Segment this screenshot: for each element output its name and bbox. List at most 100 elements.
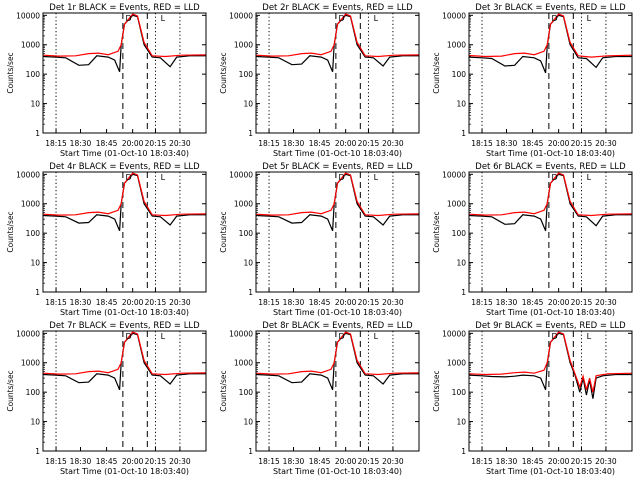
x-tick-label: 18:15	[471, 139, 493, 148]
series-lld-line	[468, 172, 633, 217]
series-lld-line	[255, 331, 420, 376]
x-axis-label: Start Time (01-Oct-10 18:03:40)	[486, 308, 615, 317]
panel-2: Det 2r BLACK = Events, RED = LLD 1 10 100 10…	[219, 3, 420, 158]
y-tick-label: 1	[35, 129, 40, 138]
panel-1: Det 1r BLACK = Events, RED = LLD 1 10 100 10…	[6, 3, 207, 158]
series-lld-line	[255, 13, 420, 58]
y-tick-label: 1	[461, 288, 466, 297]
marker-l: L	[587, 173, 592, 182]
marker-d: D	[125, 14, 131, 23]
x-tick-label: 20:00	[335, 298, 357, 307]
marker-d: D	[338, 14, 344, 23]
x-tick-label: 20:00	[548, 139, 570, 148]
x-tick-label: 18:15	[471, 457, 493, 466]
marker-d: D	[125, 173, 131, 182]
y-tick-label: 1	[248, 447, 253, 456]
marker-l: L	[374, 173, 379, 182]
x-tick-label: 20:00	[122, 139, 144, 148]
x-tick-label: 18:15	[258, 298, 280, 307]
panel-title: Det 9r BLACK = Events, RED = LLD	[475, 321, 626, 331]
y-tick-label: 1	[35, 447, 40, 456]
marker-l: L	[161, 14, 166, 23]
x-tick-label: 18:45	[309, 139, 331, 148]
y-tick-label: 1	[461, 447, 466, 456]
marker-l: L	[374, 332, 379, 341]
marker-d: D	[338, 332, 344, 341]
panel-title: Det 1r BLACK = Events, RED = LLD	[49, 3, 200, 13]
y-axis-label: Counts/sec	[432, 370, 441, 411]
plot-frame	[42, 330, 207, 452]
panel-9: Det 9r BLACK = Events, RED = LLD 1 10 100 10…	[432, 321, 633, 476]
y-tick-label: 10	[456, 100, 466, 109]
y-tick-label: 10	[456, 259, 466, 268]
y-tick-label: 100	[452, 229, 467, 238]
x-tick-label: 18:30	[496, 457, 518, 466]
x-tick-label: 20:15	[571, 139, 593, 148]
y-tick-label: 10000	[442, 170, 466, 179]
y-tick-label: 10000	[442, 11, 466, 20]
x-axis-label: Start Time (01-Oct-10 18:03:40)	[486, 149, 615, 158]
x-tick-label: 20:15	[358, 139, 380, 148]
panel-4: Det 4r BLACK = Events, RED = LLD 1 10 100 10…	[6, 162, 207, 317]
series-events-line	[468, 332, 632, 399]
series-lld-line	[42, 172, 207, 217]
y-tick-label: 1000	[447, 41, 466, 50]
x-tick-label: 20:15	[571, 298, 593, 307]
series-lld-line	[42, 13, 207, 58]
x-tick-label: 20:30	[382, 139, 404, 148]
y-tick-label: 1000	[234, 200, 253, 209]
marker-l: L	[374, 14, 379, 23]
y-tick-label: 10000	[16, 329, 40, 338]
marker-l: L	[161, 332, 166, 341]
y-tick-label: 10	[243, 100, 253, 109]
y-tick-label: 1	[248, 288, 253, 297]
panel-3: Det 3r BLACK = Events, RED = LLD 1 10 100 10…	[432, 3, 633, 158]
y-tick-label: 1000	[447, 359, 466, 368]
y-tick-label: 1000	[21, 200, 40, 209]
y-axis-label: Counts/sec	[432, 52, 441, 93]
y-tick-label: 10	[243, 418, 253, 427]
y-tick-label: 100	[239, 229, 254, 238]
y-tick-label: 1	[35, 288, 40, 297]
x-axis-label: Start Time (01-Oct-10 18:03:40)	[273, 149, 402, 158]
y-tick-label: 1000	[21, 359, 40, 368]
marker-d: D	[125, 332, 131, 341]
y-axis-label: Counts/sec	[219, 52, 228, 93]
y-axis-label: Counts/sec	[432, 211, 441, 252]
x-tick-label: 18:30	[283, 298, 305, 307]
x-tick-label: 20:00	[548, 457, 570, 466]
y-tick-label: 1	[461, 129, 466, 138]
x-tick-label: 18:45	[522, 139, 544, 148]
x-tick-label: 18:15	[45, 139, 67, 148]
plot-frame	[255, 330, 420, 452]
y-axis-label: Counts/sec	[219, 370, 228, 411]
y-tick-label: 10	[30, 418, 40, 427]
x-axis-label: Start Time (01-Oct-10 18:03:40)	[273, 308, 402, 317]
x-tick-label: 20:15	[358, 457, 380, 466]
x-tick-label: 18:45	[309, 457, 331, 466]
y-tick-label: 10000	[229, 11, 253, 20]
marker-d: D	[338, 173, 344, 182]
y-tick-label: 1000	[21, 41, 40, 50]
x-tick-label: 20:30	[595, 298, 617, 307]
plot-frame	[255, 12, 420, 134]
x-tick-label: 20:30	[382, 298, 404, 307]
x-tick-label: 20:30	[595, 139, 617, 148]
x-tick-label: 18:15	[258, 139, 280, 148]
x-tick-label: 18:30	[70, 457, 92, 466]
panel-title: Det 2r BLACK = Events, RED = LLD	[262, 3, 413, 13]
series-lld-line	[468, 13, 633, 58]
x-tick-label: 18:45	[522, 298, 544, 307]
panel-title: Det 7r BLACK = Events, RED = LLD	[49, 321, 200, 331]
x-axis-label: Start Time (01-Oct-10 18:03:40)	[60, 149, 189, 158]
y-tick-label: 1000	[447, 200, 466, 209]
x-tick-label: 20:30	[595, 457, 617, 466]
marker-d: D	[551, 14, 557, 23]
x-tick-label: 18:15	[471, 298, 493, 307]
y-tick-label: 10000	[229, 329, 253, 338]
x-tick-label: 18:45	[309, 298, 331, 307]
y-tick-label: 100	[452, 70, 467, 79]
y-axis-label: Counts/sec	[219, 211, 228, 252]
y-tick-label: 1000	[234, 359, 253, 368]
